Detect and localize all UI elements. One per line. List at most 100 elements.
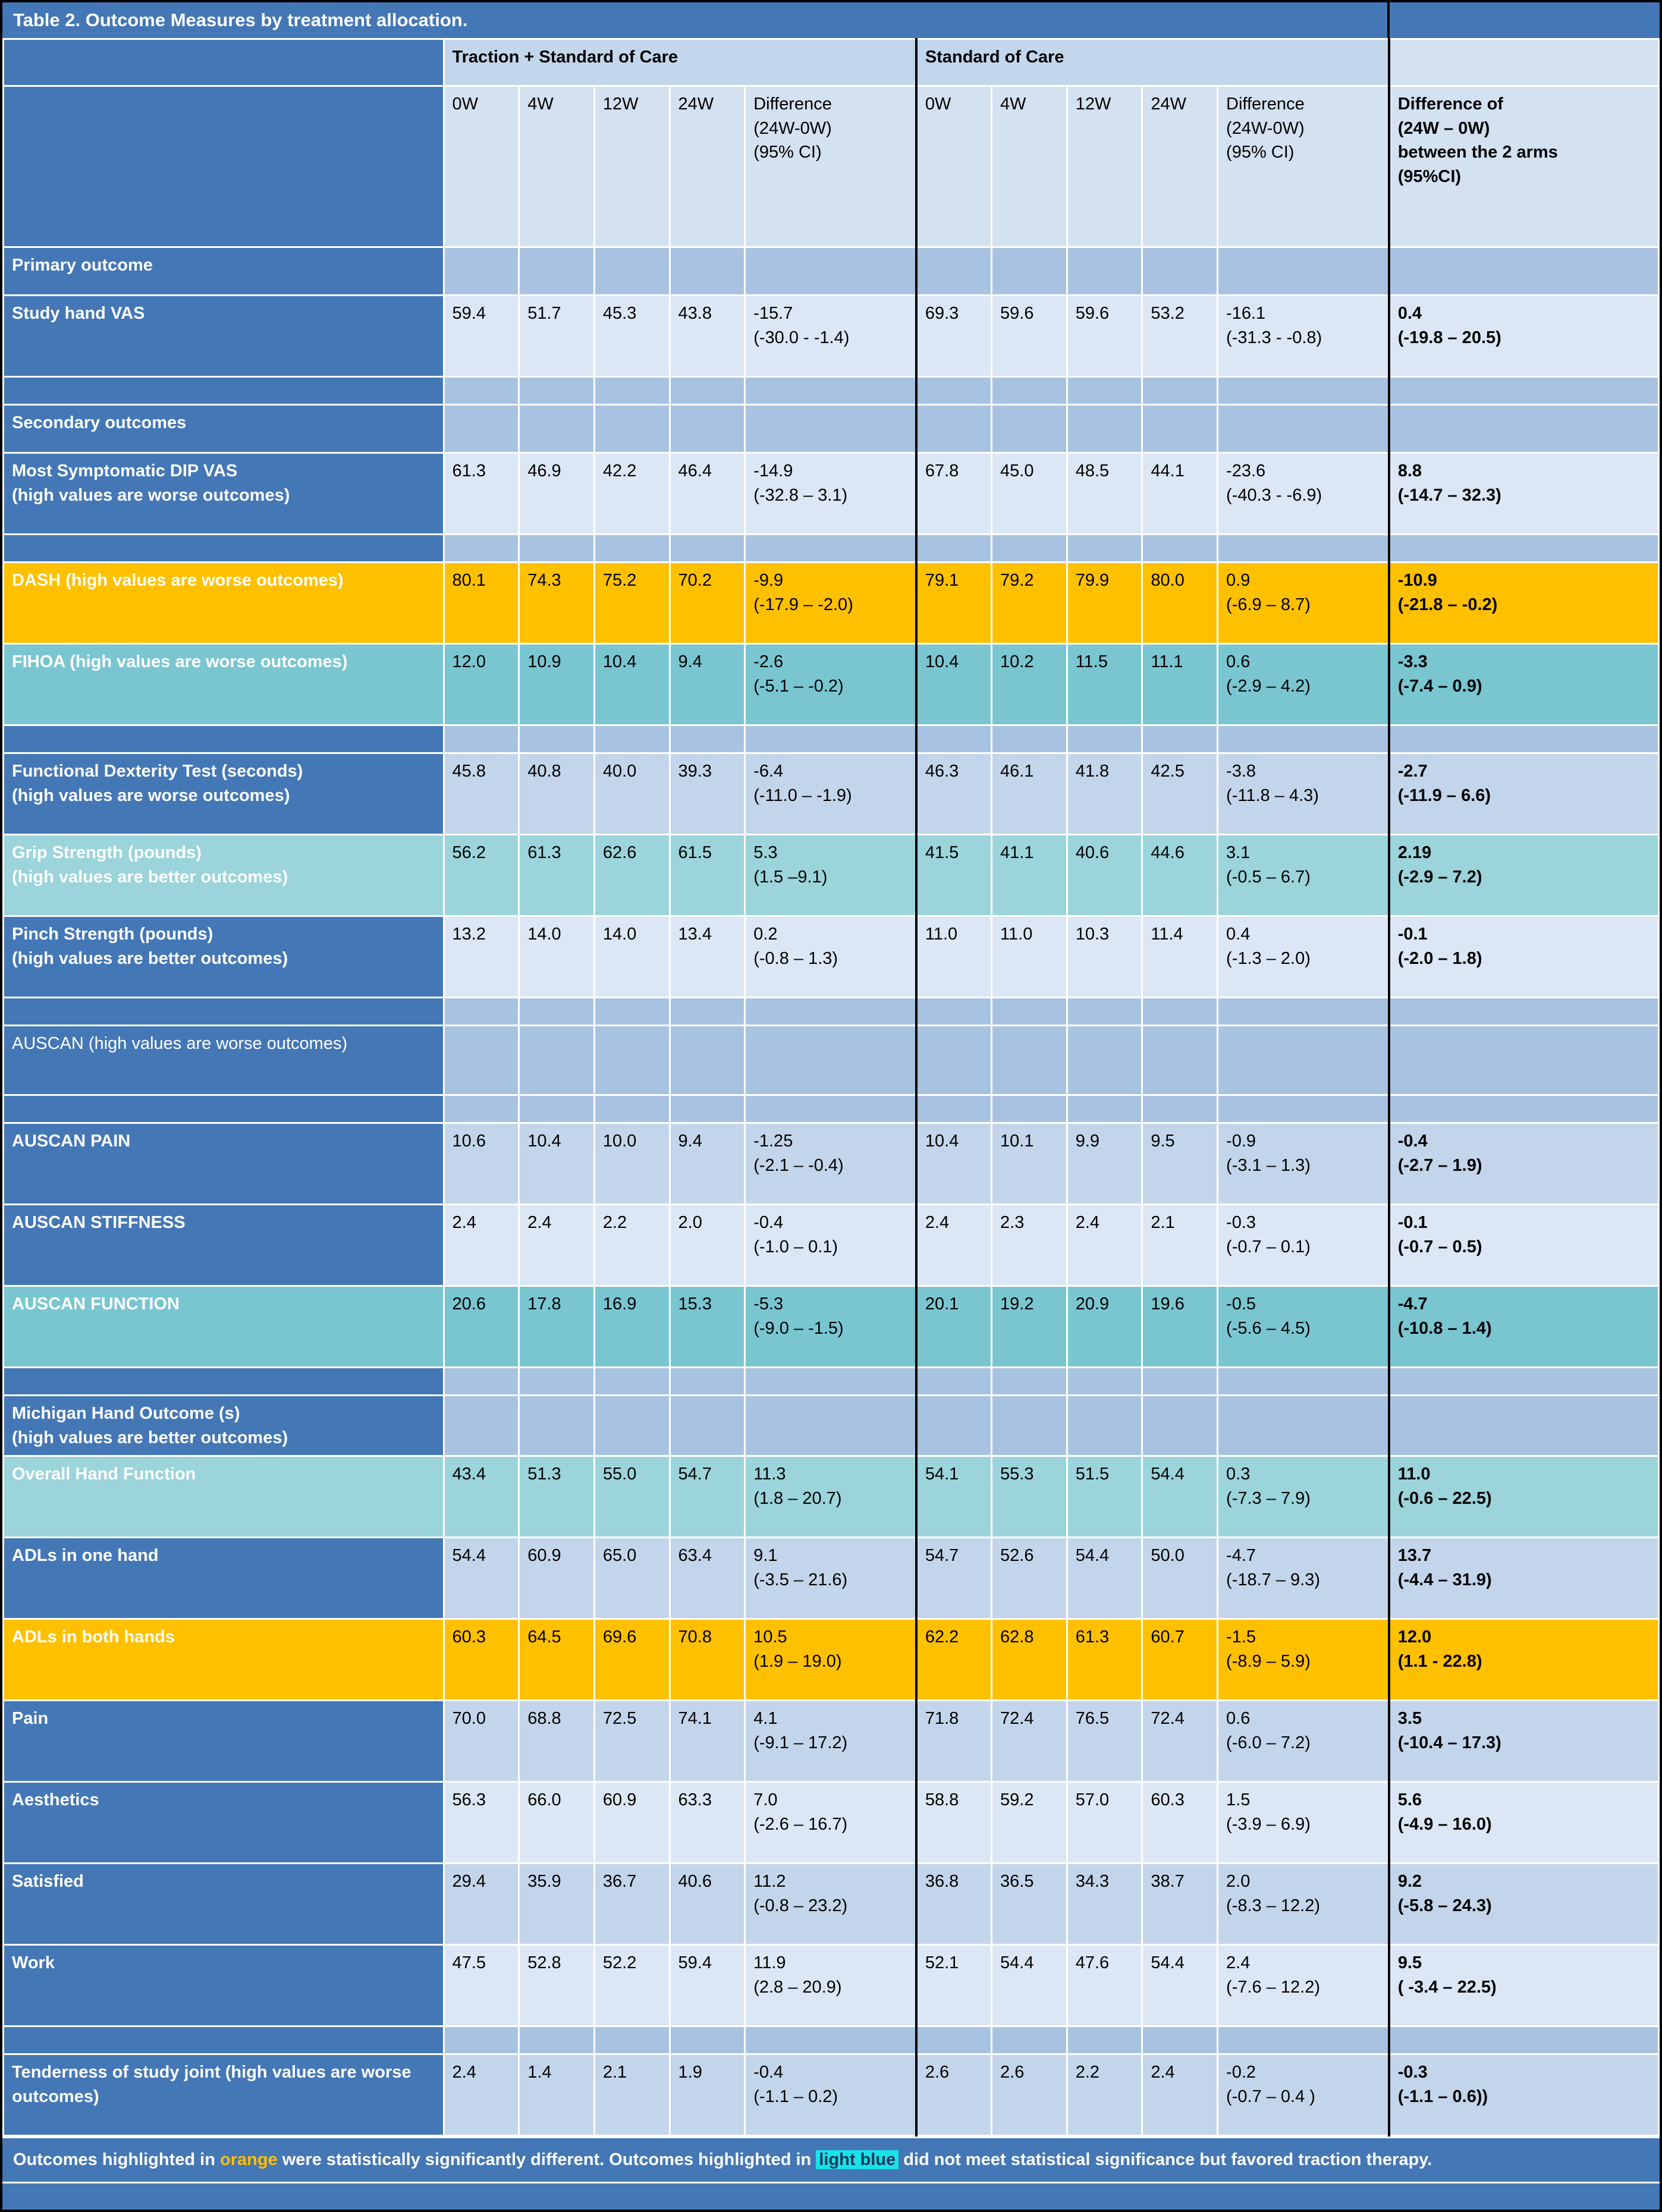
spacer-row	[2, 1366, 1660, 1396]
text-line: Study hand VAS	[12, 304, 145, 323]
text-line: (-6.0 – 7.2)	[1226, 1733, 1311, 1752]
text-line: (-1.1 – 0.2)	[753, 2087, 838, 2106]
spacer-cell	[915, 1094, 993, 1124]
value-cell: 40.0	[593, 752, 671, 835]
value-cell: 53.2	[1141, 294, 1219, 378]
spacer-cell	[915, 1025, 993, 1096]
col-header-t-24w: 24W	[668, 85, 746, 248]
row-label: Pain	[2, 1699, 445, 1783]
diff-header-traction: Difference (24W-0W) (95% CI)	[744, 85, 918, 248]
value-cell: 36.7	[593, 1862, 671, 1946]
text-line: (-5.1 – -0.2)	[753, 676, 844, 696]
section-row: AUSCAN (high values are worse outcomes)	[2, 1025, 1660, 1096]
table-row: Aesthetics 56.3 66.0 60.9 63.3 7.0 (-2.6 – 16.…	[2, 1781, 1660, 1865]
col-header-t-0w: 0W	[442, 85, 520, 248]
table-row: AUSCAN STIFFNESS 2.4 2.4 2.2 2.0 -0.4 (-1.0 – …	[2, 1204, 1660, 1287]
text-line: (-10.8 – 1.4)	[1397, 1318, 1492, 1338]
column-header-row: 0W 4W 12W 24W Difference (24W-0W) (95% CI)…	[2, 85, 1660, 248]
row-label: Overall Hand Function	[2, 1455, 445, 1539]
value-cell: 47.5	[442, 1944, 520, 2028]
value-cell: 76.5	[1066, 1699, 1143, 1783]
row-label: Work	[2, 1944, 445, 2028]
spacer-cell	[2, 1094, 445, 1124]
text-line: (-32.8 – 3.1)	[753, 485, 848, 505]
spacer-cell	[1141, 2025, 1219, 2056]
col-header-s-4w: 4W	[991, 85, 1068, 248]
section-label: Primary outcome	[2, 246, 445, 296]
spacer-cell	[744, 404, 918, 454]
spacer-cell	[744, 997, 918, 1026]
spacer-cell	[442, 376, 520, 406]
value-cell: 52.2	[593, 1944, 671, 2028]
diff-cell: 0.3 (-7.3 – 7.9)	[1217, 1455, 1390, 1539]
between-arms-cell: 0.4 (-19.8 – 20.5)	[1387, 294, 1660, 378]
spacer-cell	[744, 1366, 918, 1396]
spacer-cell	[1387, 1094, 1660, 1124]
spacer-cell	[1066, 246, 1143, 296]
text-line: 11.9	[753, 1953, 786, 1973]
text-line: between the 2 arms	[1397, 143, 1558, 162]
spacer-cell	[915, 533, 993, 563]
text-line: (-8.9 – 5.9)	[1226, 1651, 1311, 1671]
table-row: Satisfied 29.4 35.9 36.7 40.6 11.2 (-0.8 – 23.…	[2, 1862, 1660, 1946]
spacer-cell	[1066, 1025, 1143, 1096]
group-header-soc: Standard of Care	[915, 38, 1390, 87]
value-cell: 35.9	[518, 1862, 595, 1946]
value-cell: 68.8	[518, 1699, 595, 1783]
spacer-cell	[1066, 533, 1143, 563]
value-cell: 79.9	[1066, 561, 1143, 645]
value-cell: 19.6	[1141, 1285, 1219, 1368]
text-line: -3.3	[1397, 652, 1428, 671]
row-label: Satisfied	[2, 1862, 445, 1946]
value-cell: 40.8	[518, 752, 595, 835]
spacer-cell	[2, 997, 445, 1026]
text-line: 11.2	[753, 1872, 786, 1891]
text-line: 0.6	[1226, 1709, 1251, 1729]
value-cell: 12.0	[442, 643, 520, 726]
spacer-cell	[915, 724, 993, 754]
text-line: (-0.8 – 1.3)	[753, 948, 838, 968]
spacer-cell	[2, 2025, 445, 2056]
spacer-cell	[1141, 1025, 1219, 1096]
text-line: ( -3.4 – 22.5)	[1397, 1977, 1497, 1997]
diff-cell: 2.4 (-7.6 – 12.2)	[1217, 1944, 1390, 2028]
value-cell: 59.6	[1066, 294, 1143, 378]
value-cell: 11.0	[991, 915, 1068, 998]
spacer-cell	[442, 1366, 520, 1396]
text-line: -0.5	[1226, 1294, 1256, 1314]
value-cell: 2.4	[1066, 1204, 1143, 1287]
value-cell: 38.7	[1141, 1862, 1219, 1946]
between-arms-cell: -0.1 (-0.7 – 0.5)	[1387, 1204, 1660, 1287]
outcomes-table: Traction + Standard of Care Standard of …	[2, 38, 1660, 2137]
spacer-cell	[1141, 1094, 1219, 1124]
text-line: (1.8 – 20.7)	[753, 1488, 842, 1508]
text-line: (1.1 - 22.8)	[1397, 1651, 1482, 1671]
diff-cell: -1.25 (-2.1 – -0.4)	[744, 1122, 918, 1205]
value-cell: 59.6	[991, 294, 1068, 378]
text-line: -0.4	[753, 2063, 784, 2082]
value-cell: 59.4	[668, 1944, 746, 2028]
value-cell: 70.2	[668, 561, 746, 645]
text-line: (-9.0 – -1.5)	[753, 1318, 844, 1338]
value-cell: 63.3	[668, 1781, 746, 1865]
spacer-cell	[593, 404, 671, 454]
spacer-cell	[518, 404, 595, 454]
value-cell: 40.6	[1066, 834, 1143, 917]
value-cell: 74.3	[518, 561, 595, 645]
diff-cell: -16.1 (-31.3 - -0.8)	[1217, 294, 1390, 378]
between-arms-cell: 5.6 (-4.9 – 16.0)	[1387, 1781, 1660, 1865]
text-line: DASH (high values are worse outcomes)	[12, 571, 344, 590]
text-line: (-18.7 – 9.3)	[1226, 1570, 1321, 1589]
value-cell: 9.9	[1066, 1122, 1143, 1205]
diff-cell: -23.6 (-40.3 - -6.9)	[1217, 452, 1390, 535]
value-cell: 54.7	[668, 1455, 746, 1539]
diff-cell: 1.5 (-3.9 – 6.9)	[1217, 1781, 1390, 1865]
table-row: AUSCAN FUNCTION 20.6 17.8 16.9 15.3 -5.3 (-9.0…	[2, 1285, 1660, 1368]
value-cell: 72.5	[593, 1699, 671, 1783]
spacer-cell	[915, 1394, 993, 1457]
spacer-cell	[442, 404, 520, 454]
spacer-cell	[1387, 404, 1660, 454]
text-line: -4.7	[1226, 1546, 1256, 1566]
text-line: 2.19	[1397, 843, 1432, 862]
value-cell: 67.8	[915, 452, 993, 535]
